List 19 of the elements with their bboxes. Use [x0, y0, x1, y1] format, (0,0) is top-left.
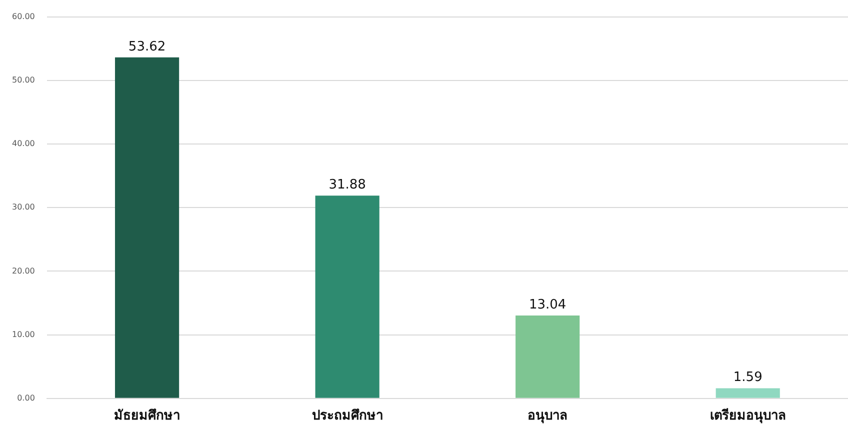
- data-label: 13.04: [528, 297, 566, 312]
- data-label: 31.88: [328, 178, 366, 193]
- x-tick-label: ประถมศึกษา: [312, 408, 383, 424]
- y-tick-label: 30.00: [12, 202, 35, 212]
- y-tick-label: 60.00: [12, 12, 35, 21]
- y-tick-label: 50.00: [12, 75, 35, 84]
- bar: [114, 57, 180, 398]
- x-tick-label: มัธยมศึกษา: [114, 408, 180, 424]
- data-label: 53.62: [128, 39, 166, 54]
- y-tick-label: 40.00: [12, 139, 35, 148]
- bar: [716, 388, 780, 398]
- data-label: 1.59: [733, 370, 762, 386]
- x-tick-label: อนุบาล: [528, 408, 568, 424]
- y-tick-label: 0.00: [17, 393, 35, 402]
- y-tick-label: 10.00: [12, 330, 35, 339]
- bar: [516, 315, 580, 398]
- bar: [315, 196, 380, 398]
- x-tick-label: เตรียมอนุบาล: [710, 408, 786, 424]
- y-tick-label: 20.00: [12, 266, 35, 276]
